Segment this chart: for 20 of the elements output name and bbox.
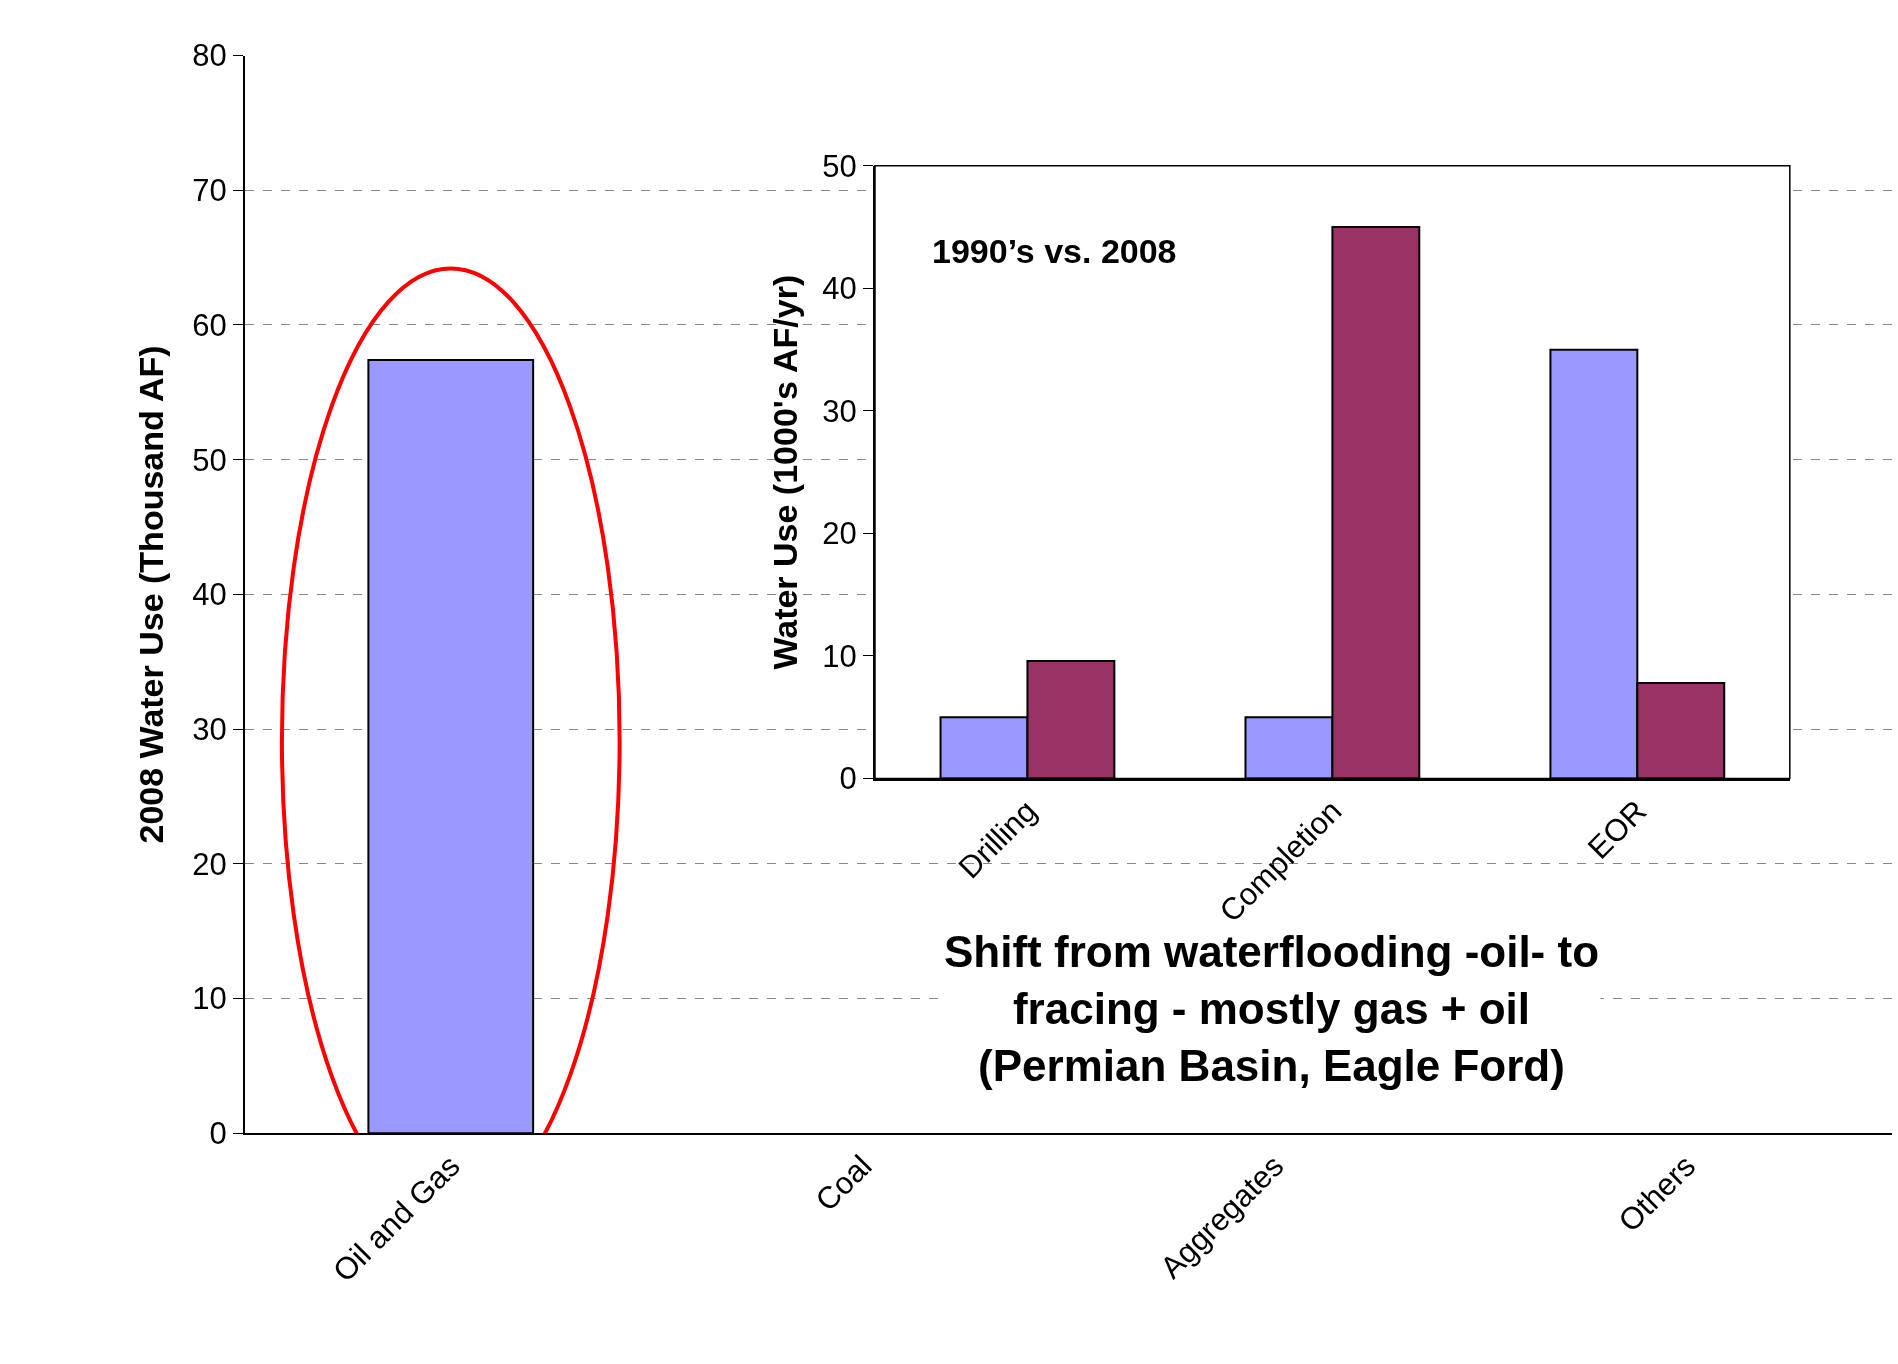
- y-tick-label: 10: [192, 981, 227, 1017]
- y-tick-label: 50: [192, 442, 227, 478]
- y-tick-label: 50: [822, 148, 857, 184]
- y-tick-label: 70: [192, 173, 227, 209]
- y-tick-label: 0: [209, 1116, 227, 1152]
- y-tick-label: 10: [822, 638, 857, 674]
- y-axis-title: Water Use (1000's AF/yr): [766, 274, 805, 670]
- y-tick-label: 20: [192, 846, 227, 882]
- x-tick-label: Oil and Gas: [326, 1148, 467, 1289]
- y-tick-label: 30: [192, 712, 227, 748]
- y-tick-label: 80: [192, 38, 227, 74]
- y-axis-title: 2008 Water Use (Thousand AF): [132, 345, 171, 844]
- y-tick-label: 40: [822, 271, 857, 307]
- y-tick-label: 40: [192, 577, 227, 613]
- annotation: Shift from waterflooding -oil- to fracing - mostly gas + oil (Permian Basin, Eagle Ford): [944, 927, 1600, 1091]
- y-tick-label: 30: [822, 393, 857, 429]
- y-tick-label: 0: [839, 761, 857, 797]
- y-tick-label: 20: [822, 516, 857, 552]
- y-tick-label: 60: [192, 307, 227, 343]
- annotation: 1990’s vs. 2008: [932, 232, 1177, 270]
